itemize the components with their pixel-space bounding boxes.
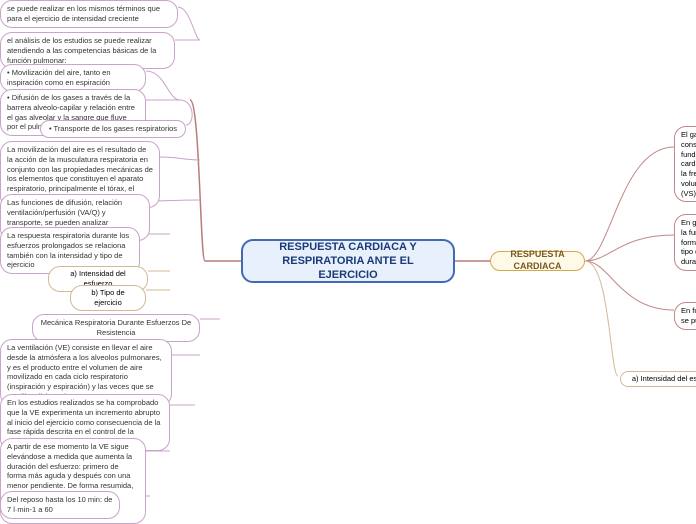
mindmap-canvas: RESPUESTA CARDIACA Y RESPIRATORIA ANTE E… bbox=[0, 0, 696, 520]
sub-leaf-1[interactable]: b) Tipo de ejercicio bbox=[70, 285, 146, 311]
right-leaf-2[interactable]: En función de los parámetros se pueden d… bbox=[674, 302, 696, 330]
left-leaf-0[interactable]: se puede realizar en los mismos términos… bbox=[0, 0, 178, 28]
branch-respuesta-cardiaca[interactable]: RESPUESTA CARDIACA bbox=[490, 251, 585, 271]
left-leaf-2[interactable]: • Movilización del aire, tanto en inspir… bbox=[0, 64, 146, 92]
root-node[interactable]: RESPUESTA CARDIACA Y RESPIRATORIA ANTE E… bbox=[241, 239, 455, 283]
right-leaf-1[interactable]: En general, los parámetros de la función… bbox=[674, 214, 696, 271]
left-leaf-4[interactable]: • Transporte de los gases respiratorios bbox=[40, 120, 186, 138]
right-sub-0[interactable]: a) Intensidad del esfuerzo bbox=[620, 371, 696, 387]
right-leaf-0[interactable]: El gasto cardíaco, que constituye el par… bbox=[674, 126, 696, 202]
left-leaf-12[interactable]: Del reposo hasta los 10 min: de 7 l·min-… bbox=[0, 491, 120, 519]
left-leaf-8[interactable]: Mecánica Respiratoria Durante Esfuerzos … bbox=[32, 314, 200, 342]
